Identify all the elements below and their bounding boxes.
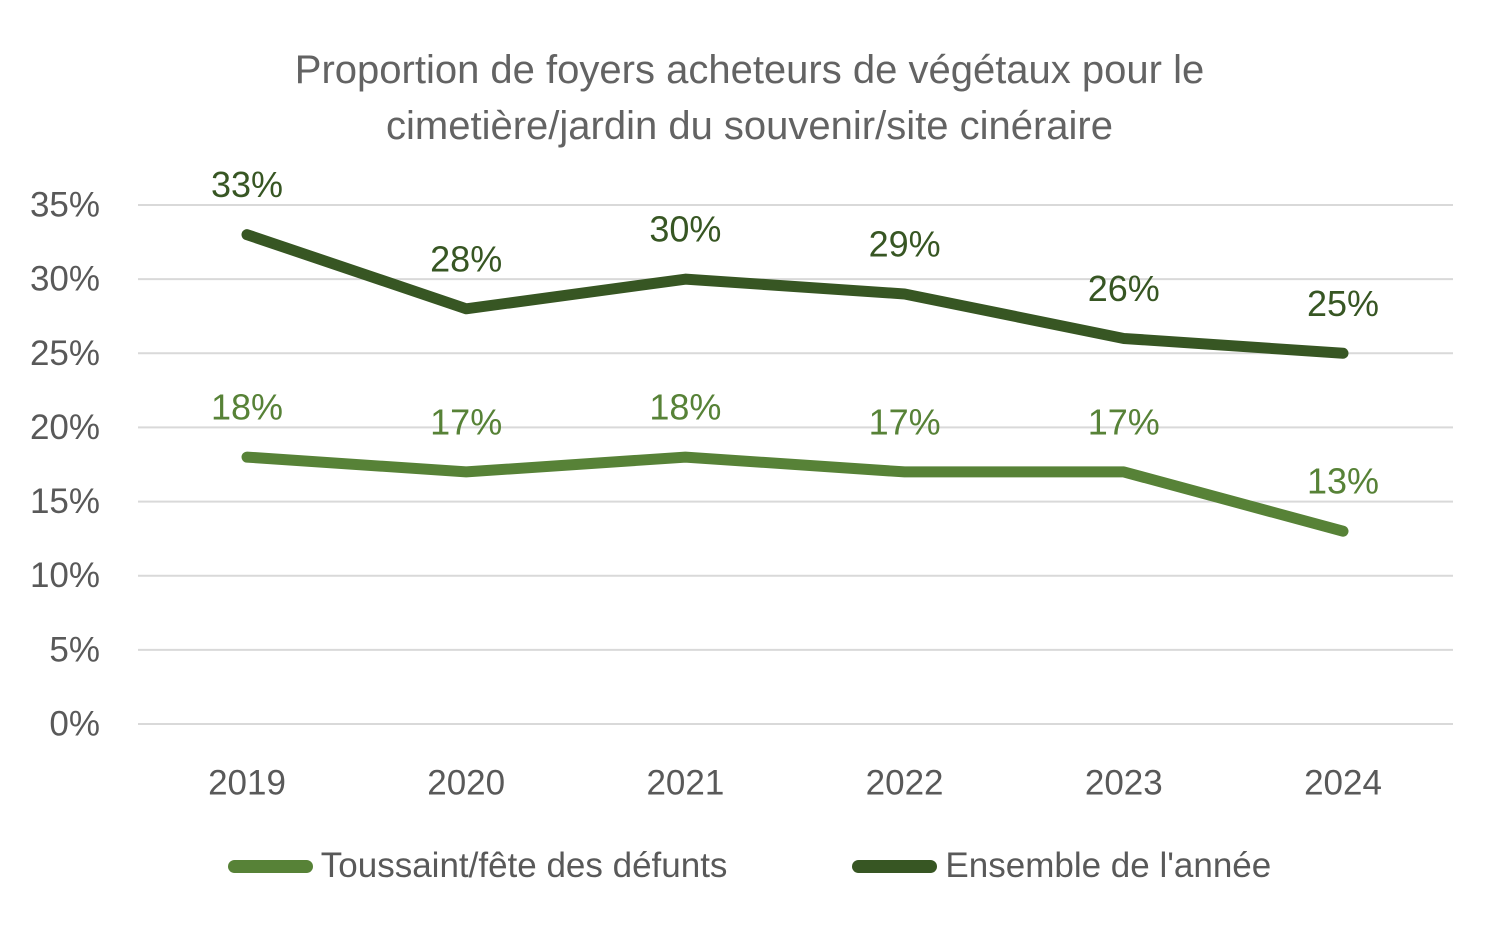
y-tick-label: 5% <box>49 630 100 669</box>
chart-title: Proportion de foyers acheteurs de végéta… <box>0 42 1499 154</box>
x-tick-label: 2022 <box>866 764 944 803</box>
data-label-ensemble-de-l-annee: 28% <box>430 238 502 279</box>
chart-title-line-2: cimetière/jardin du souvenir/site cinéra… <box>386 104 1113 148</box>
x-tick-label: 2019 <box>208 764 286 803</box>
legend-label-ensemble-de-l-annee: Ensemble de l'année <box>945 846 1272 885</box>
series-line-toussaint-fete-des-defunts <box>241 451 1349 537</box>
y-tick-label: 30% <box>30 260 100 299</box>
x-tick-label: 2021 <box>646 764 724 803</box>
y-tick-label: 15% <box>30 482 100 521</box>
data-label-ensemble-de-l-annee: 25% <box>1307 283 1379 324</box>
data-label-ensemble-de-l-annee: 30% <box>649 209 721 250</box>
chart-legend: Toussaint/fête des défunts Ensemble de l'… <box>0 846 1499 886</box>
y-tick-label: 35% <box>30 186 100 225</box>
legend-label-toussaint-fete-des-defunts: Toussaint/fête des défunts <box>320 846 728 885</box>
legend-swatch-toussaint-fete-des-defunts <box>227 859 313 873</box>
data-label-toussaint-fete-des-defunts: 13% <box>1307 461 1379 502</box>
legend-item-ensemble-de-l-annee: Ensemble de l'année <box>852 846 1271 886</box>
data-label-toussaint-fete-des-defunts: 17% <box>1088 401 1160 442</box>
x-tick-label: 2023 <box>1085 764 1163 803</box>
y-tick-label: 25% <box>30 334 100 373</box>
y-tick-label: 10% <box>30 556 100 595</box>
data-label-ensemble-de-l-annee: 33% <box>211 164 283 205</box>
chart-title-line-1: Proportion de foyers acheteurs de végéta… <box>294 48 1205 92</box>
y-tick-label: 0% <box>49 705 100 744</box>
x-tick-label: 2020 <box>427 764 505 803</box>
legend-item-toussaint-fete-des-defunts: Toussaint/fête des défunts <box>227 846 728 886</box>
data-label-toussaint-fete-des-defunts: 18% <box>211 387 283 428</box>
data-label-toussaint-fete-des-defunts: 17% <box>869 401 941 442</box>
data-label-toussaint-fete-des-defunts: 18% <box>649 387 721 428</box>
data-label-toussaint-fete-des-defunts: 17% <box>430 401 502 442</box>
data-label-ensemble-de-l-annee: 29% <box>869 223 941 264</box>
data-label-ensemble-de-l-annee: 26% <box>1088 268 1160 309</box>
series-line-ensemble-de-l-annee <box>241 229 1349 359</box>
x-tick-label: 2024 <box>1304 764 1382 803</box>
y-tick-label: 20% <box>30 408 100 447</box>
legend-swatch-ensemble-de-l-annee <box>852 859 938 873</box>
